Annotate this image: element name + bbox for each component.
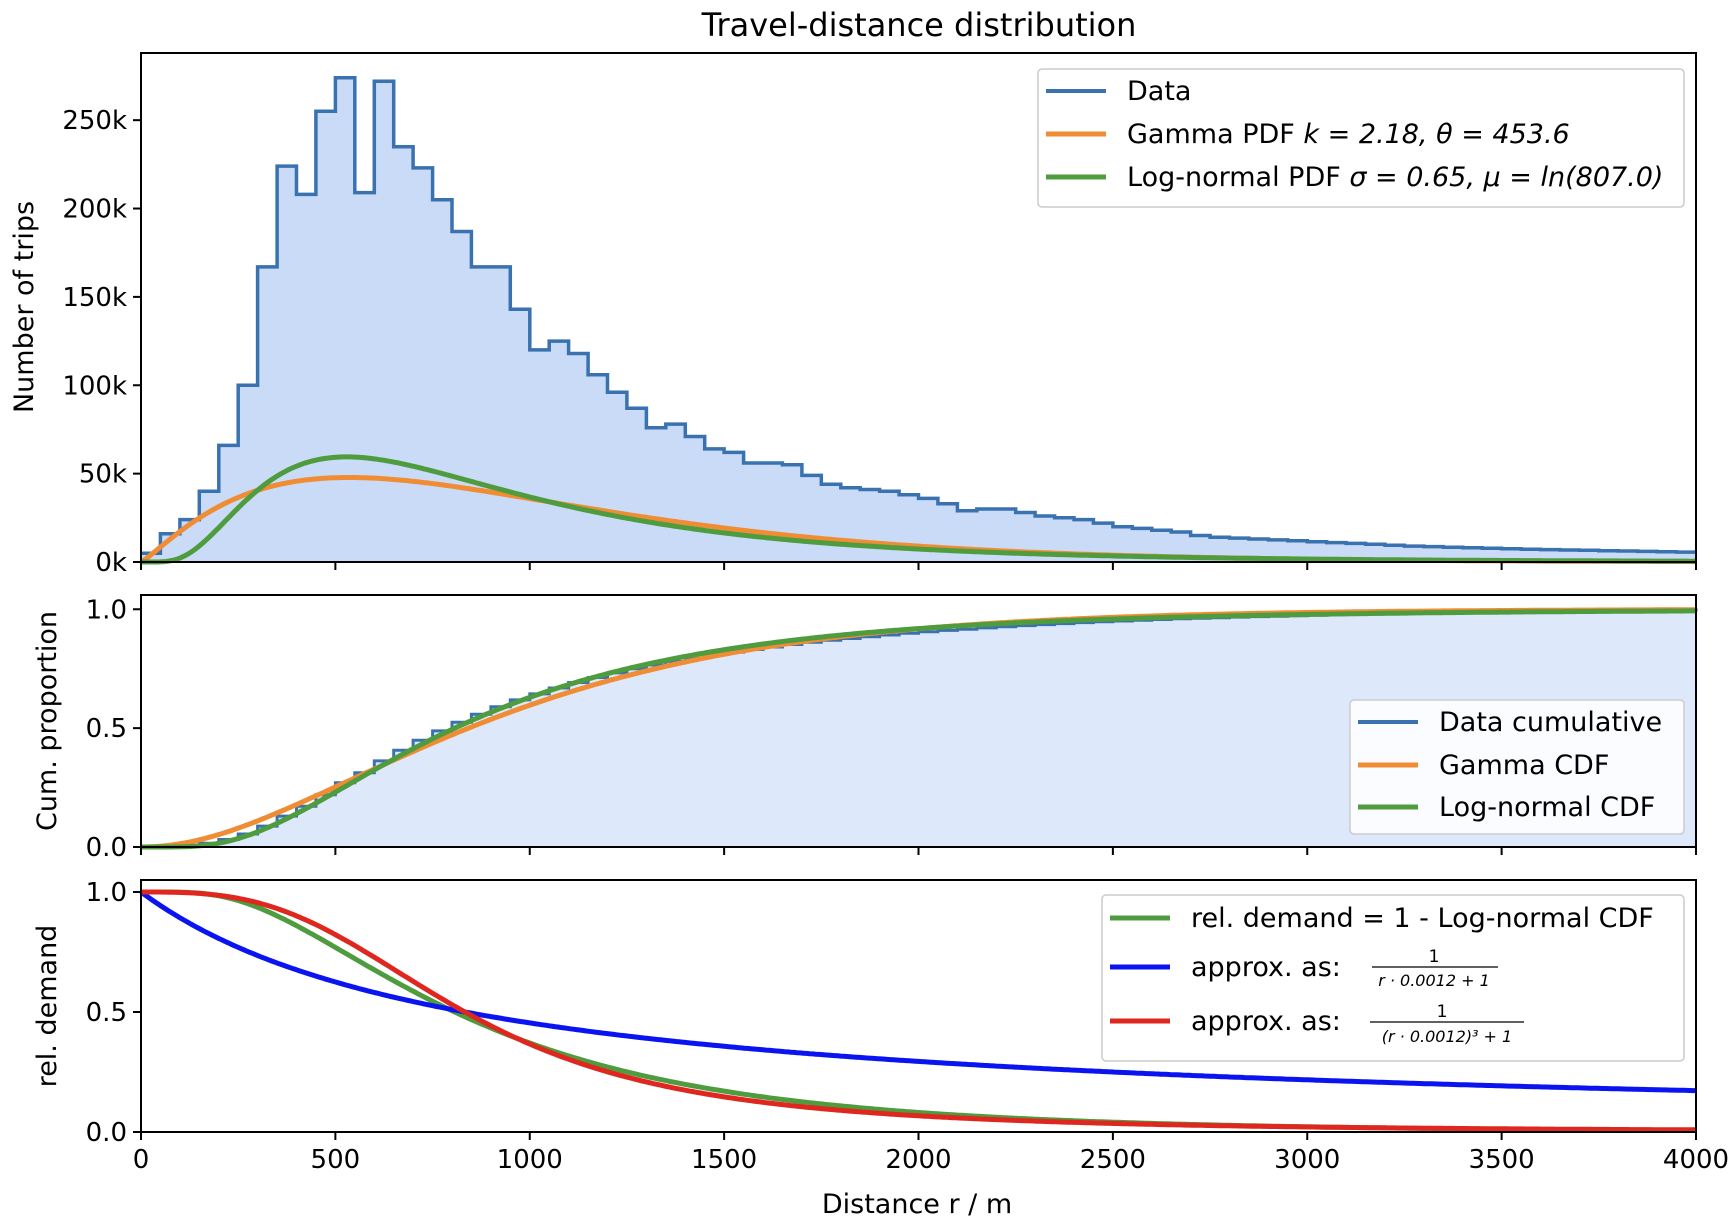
demand-xtick-label: 1000 [497,1145,563,1175]
cdf-legend-box [1349,699,1685,835]
histogram-step-line [141,75,1696,555]
demand-xtick-label: 3500 [1469,1145,1535,1175]
pdf-legend: Data Gamma PDF k = 2.18, θ = 453.6 Log-n… [1037,68,1685,208]
cdf-ytick-label: 0.5 [86,714,127,744]
cdf-panel: 0.0 0.5 1.0 Cum. proportion Data cumulativ… [32,594,1698,863]
demand-xtick-label: 3000 [1274,1145,1340,1175]
pdf-ytick-label: 150k [62,283,127,313]
legend-rel-demand-label: rel. demand = 1 - Log-normal CDF [1191,903,1654,934]
demand-xtick-label: 2000 [885,1145,951,1175]
demand-xtick-label: 0 [133,1145,150,1175]
pdf-ytick-label: 0k [95,548,127,578]
legend-gamma-cdf-label: Gamma CDF [1439,750,1609,781]
x-axis-label: Distance r / m [822,1189,1012,1220]
legend-approx2-denominator: (r · 0.0012)³ + 1 [1382,1027,1512,1046]
lognormal-pdf-line [141,454,1696,565]
cumulative-fill [141,609,1696,847]
pdf-ytick-label: 50k [79,460,127,490]
legend-lognormal-label: Log-normal PDF σ = 0.65, μ = ln(807.0) [1127,162,1663,193]
demand-ytick-label: 0.5 [86,998,127,1028]
demand-legend-box [1101,894,1685,1062]
cdf-ytick-label: 1.0 [86,595,127,625]
figure-title: Travel-distance distribution [701,6,1137,44]
cdf-ytick-label: 0.0 [86,833,127,863]
legend-approx2-label: approx. as: [1191,1006,1341,1037]
pdf-ytick-label: 200k [62,195,127,225]
demand-ytick-label: 1.0 [86,878,127,908]
histogram-fill [141,77,1696,562]
demand-legend: rel. demand = 1 - Log-normal CDF approx.… [1101,894,1685,1062]
approx1-line [139,889,1696,1094]
legend-data-cumulative-label: Data cumulative [1439,707,1662,738]
demand-xtick-label: 4000 [1663,1145,1729,1175]
demand-xtick-label: 1500 [691,1145,757,1175]
pdf-panel: 0k 50k 100k 150k 200k 250k Number of trips Da… [9,52,1697,578]
lognormal-cdf-line [141,608,1696,850]
demand-xtick-label: 500 [311,1145,361,1175]
cdf-legend: Data cumulative Gamma CDF Log-normal CDF [1349,699,1685,835]
demand-xtick-label: 2500 [1080,1145,1146,1175]
legend-gamma-label: Gamma PDF k = 2.18, θ = 453.6 [1127,119,1570,150]
legend-approx2-numerator: 1 [1437,1002,1448,1022]
demand-panel: 0.0 0.5 1.0 0 500 1000 1500 2000 2500 3000 3500 40… [32,878,1729,1220]
pdf-ytick-label: 100k [62,371,127,401]
legend-lognormal-cdf-label: Log-normal CDF [1439,792,1655,823]
pdf-ylabel: Number of trips [9,201,40,413]
legend-approx1-denominator: r · 0.0012 + 1 [1378,971,1490,990]
demand-ytick-label: 0.0 [86,1118,127,1148]
legend-data-label: Data [1127,76,1191,107]
legend-approx1-label: approx. as: [1191,952,1341,983]
pdf-legend-box [1037,68,1685,208]
pdf-ytick-label: 250k [62,106,127,136]
legend-approx1-numerator: 1 [1429,947,1440,967]
cdf-ylabel: Cum. proportion [32,611,63,831]
demand-ylabel: rel. demand [32,925,63,1088]
approx2-line [141,889,1696,1133]
